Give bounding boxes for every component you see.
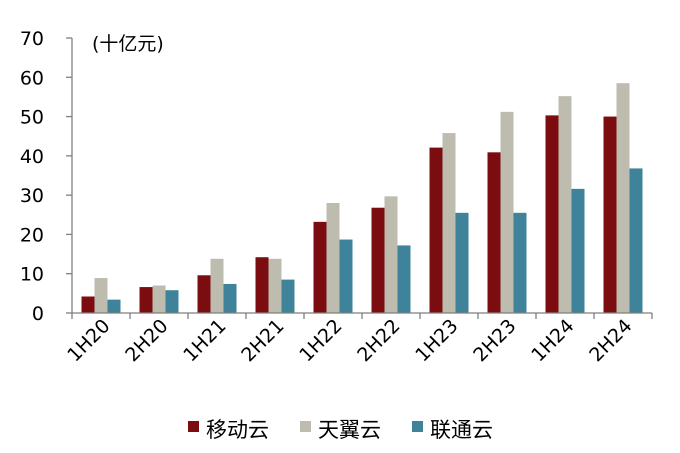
- legend-label: 天翼云: [318, 418, 381, 442]
- bar-天翼云-1H22: [326, 203, 340, 313]
- legend-swatch-移动云: [188, 421, 199, 432]
- bar-天翼云-2H24: [616, 83, 630, 313]
- bar-联通云-1H24: [571, 188, 585, 313]
- x-tick-label: 1H22: [295, 315, 346, 366]
- bar-联通云-1H20: [107, 299, 121, 313]
- y-tick-label: 30: [20, 185, 44, 207]
- bar-移动云-2H21: [255, 257, 269, 313]
- legend-label: 联通云: [430, 418, 493, 442]
- bar-联通云-2H23: [513, 212, 527, 313]
- bar-联通云-2H21: [281, 279, 295, 313]
- bar-天翼云-1H21: [210, 258, 224, 313]
- bar-联通云-2H22: [397, 245, 411, 313]
- bars: [81, 83, 643, 314]
- x-tick-label: 1H23: [411, 315, 462, 366]
- y-tick-labels: 0 10 20 30 40 50 60 70: [20, 28, 44, 325]
- legend: 移动云 天翼云 联通云: [188, 418, 493, 442]
- y-tick-label: 40: [20, 146, 44, 168]
- x-tick-label: 1H24: [527, 315, 578, 366]
- y-tick-label: 60: [20, 67, 44, 89]
- bar-联通云-1H22: [339, 239, 353, 313]
- x-axis: [71, 312, 653, 319]
- x-tick-label: 2H22: [353, 315, 404, 366]
- bar-联通云-2H20: [165, 290, 179, 313]
- bar-天翼云-2H23: [500, 111, 514, 313]
- unit-label: (十亿元): [92, 33, 164, 55]
- legend-label: 移动云: [206, 418, 269, 442]
- x-tick-label: 2H21: [237, 315, 288, 366]
- bar-天翼云-1H24: [558, 96, 572, 314]
- bar-移动云-1H20: [81, 296, 95, 313]
- x-tick-label: 1H21: [179, 315, 230, 366]
- bar-移动云-2H24: [603, 116, 617, 313]
- bar-联通云-2H24: [629, 168, 643, 313]
- bar-移动云-2H20: [139, 287, 153, 313]
- legend-swatch-天翼云: [300, 421, 311, 432]
- x-tick-label: 1H20: [63, 315, 114, 366]
- y-tick-label: 10: [20, 264, 44, 286]
- x-tick-label: 2H24: [585, 315, 636, 366]
- bar-天翼云-1H20: [94, 278, 108, 313]
- y-tick-label: 0: [32, 303, 44, 325]
- bar-天翼云-1H23: [442, 133, 456, 313]
- y-tick-label: 50: [20, 107, 44, 129]
- legend-swatch-联通云: [412, 421, 423, 432]
- bar-移动云-1H22: [313, 221, 327, 313]
- x-tick-label: 2H23: [469, 315, 520, 366]
- y-axis: [66, 37, 73, 314]
- bar-移动云-1H24: [545, 115, 559, 314]
- y-tick-label: 70: [20, 28, 44, 50]
- bar-移动云-1H21: [197, 275, 211, 313]
- x-tick-label: 2H20: [121, 315, 172, 366]
- bar-联通云-1H23: [455, 212, 469, 313]
- bar-天翼云-2H22: [384, 196, 398, 313]
- bar-天翼云-2H21: [268, 258, 282, 313]
- x-tick-labels: 1H20 2H20 1H21 2H21 1H22 2H22 1H23 2H23 1H24 2H24: [63, 315, 636, 366]
- bar-联通云-1H21: [223, 283, 237, 313]
- y-tick-label: 20: [20, 224, 44, 246]
- bar-移动云-1H23: [429, 147, 443, 313]
- bar-移动云-2H22: [371, 207, 385, 313]
- bar-天翼云-2H20: [152, 285, 166, 313]
- bar-移动云-2H23: [487, 152, 501, 313]
